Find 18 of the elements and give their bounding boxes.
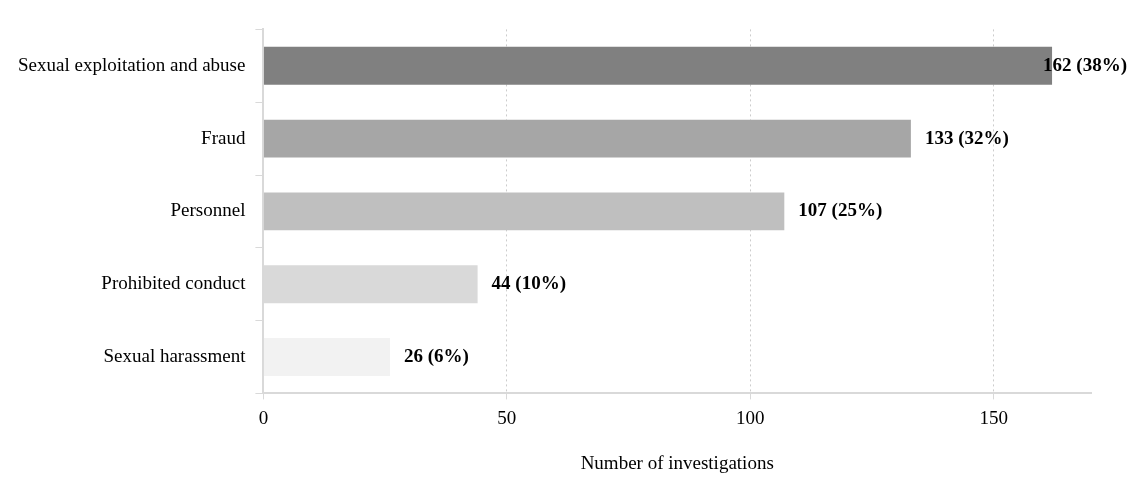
bar [263, 338, 390, 376]
bar [263, 119, 911, 158]
y-tick-label: Personnel [170, 199, 246, 221]
x-tick-label: 100 [735, 406, 765, 428]
data-label: 107 (25%) [798, 199, 883, 222]
y-tick-label: Sexual exploitation and abuse [17, 53, 246, 75]
x-tick-label: 150 [979, 406, 1008, 428]
y-tick-label: Fraud [201, 126, 246, 148]
x-axis-title: Number of investigations [580, 451, 774, 473]
data-label: 162 (38%) [1043, 53, 1127, 76]
x-tick-label: 50 [497, 406, 517, 428]
x-tick-label: 0 [258, 406, 269, 428]
data-label: 44 (10%) [491, 272, 567, 295]
y-tick-label: Sexual harassment [103, 344, 247, 366]
data-label: 26 (6%) [403, 344, 469, 367]
bar [263, 192, 785, 231]
data-label: 133 (32%) [924, 126, 1009, 149]
y-tick-label: Prohibited conduct [101, 272, 247, 294]
